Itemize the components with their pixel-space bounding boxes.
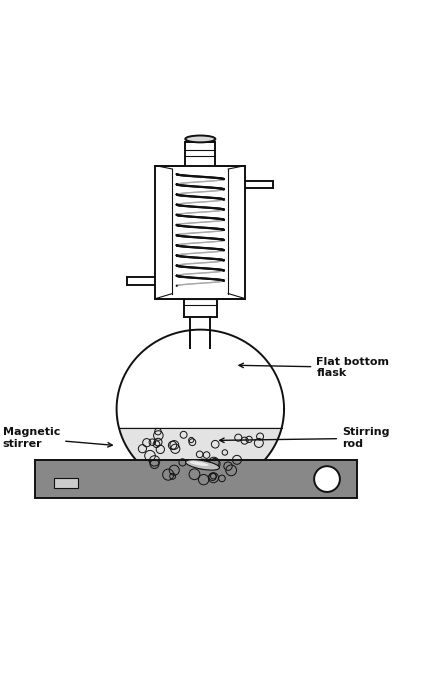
Ellipse shape [185, 460, 219, 470]
Circle shape [313, 466, 339, 492]
Ellipse shape [185, 136, 215, 143]
Ellipse shape [189, 461, 208, 466]
Text: Flat bottom
flask: Flat bottom flask [238, 356, 388, 378]
Text: Magnetic
stirrer: Magnetic stirrer [3, 428, 112, 449]
Bar [54, 478, 78, 488]
Polygon shape [116, 409, 283, 488]
Bar [35, 460, 356, 498]
Text: Stirring
rod: Stirring rod [219, 428, 388, 449]
Bar [36, 461, 355, 497]
